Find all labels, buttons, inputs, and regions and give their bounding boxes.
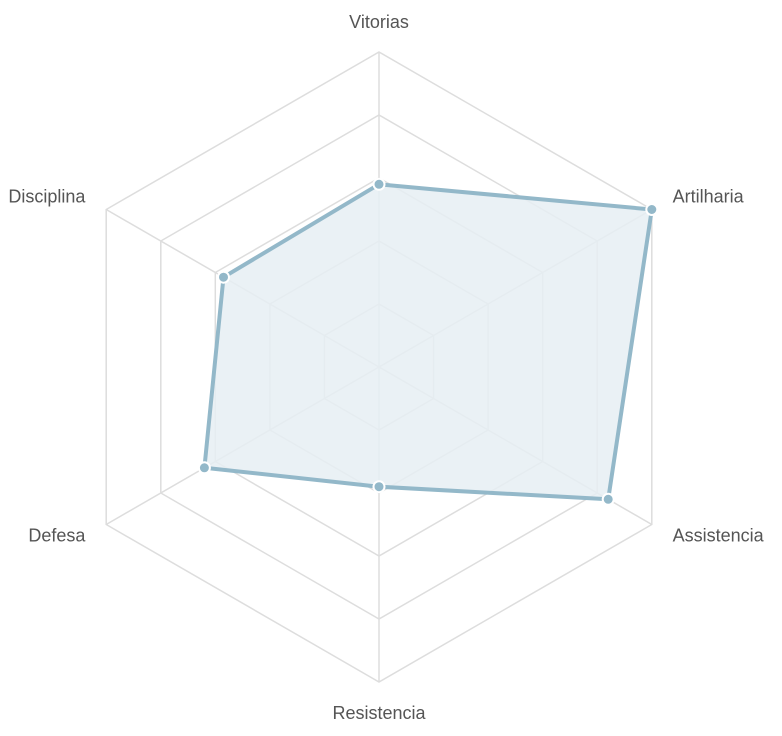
points-layer (197, 177, 659, 506)
axis-label-defesa: Defesa (28, 525, 86, 545)
data-point-artilharia (645, 203, 659, 216)
data-point-defesa (197, 461, 211, 475)
axis-label-disciplina: Disciplina (8, 186, 86, 206)
data-point-vitorias (372, 177, 386, 191)
data-point-disciplina (217, 270, 230, 284)
axis-labels: Vitorias Artilharia Assistencia Resisten… (8, 12, 764, 723)
series-layer (202, 182, 654, 502)
data-point-assistencia (601, 492, 615, 506)
axis-label-vitorias: Vitorias (349, 12, 409, 32)
data-point-resistencia (372, 480, 386, 494)
series-area (202, 182, 654, 502)
axis-label-resistencia: Resistencia (332, 703, 426, 723)
axis-label-artilharia: Artilharia (673, 186, 745, 206)
axis-label-assistencia: Assistencia (673, 525, 765, 545)
